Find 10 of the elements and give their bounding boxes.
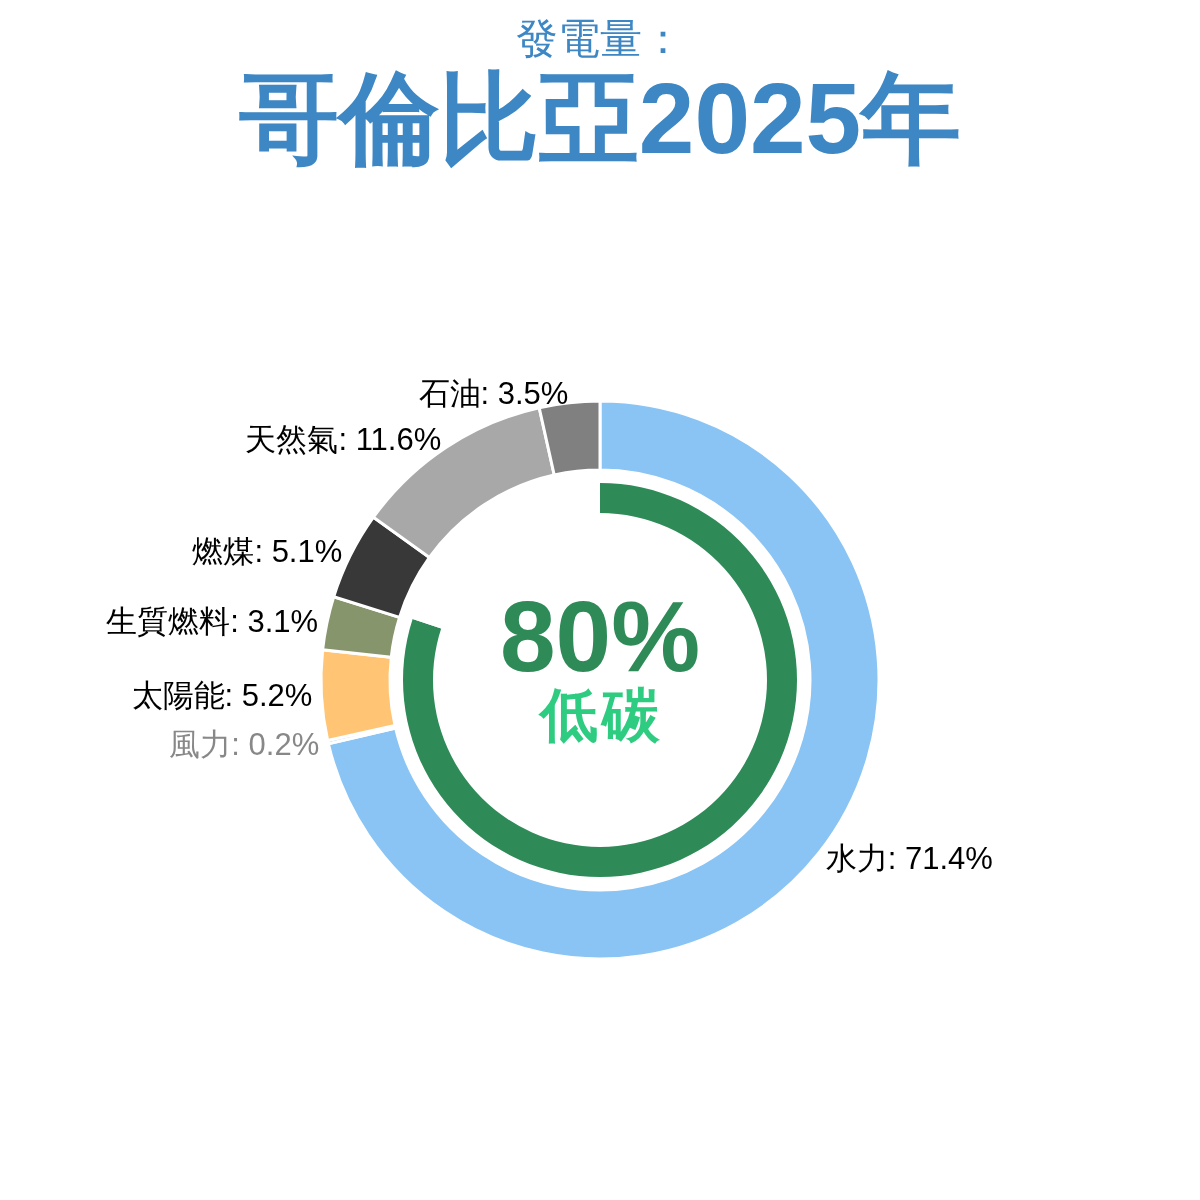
slice-label: 生質燃料: 3.1% <box>106 603 319 639</box>
chart-title: 哥倫比亞2025年 <box>238 62 962 174</box>
slice-label: 風力: 0.2% <box>169 726 320 762</box>
slice-label: 水力: 71.4% <box>825 841 993 877</box>
slice-label: 燃煤: 5.1% <box>192 533 343 569</box>
chart-subtitle: 發電量： <box>516 15 684 62</box>
slice-label: 天然氣: 11.6% <box>245 422 442 458</box>
slice-label: 石油: 3.5% <box>418 376 569 412</box>
slice-label: 太陽能: 5.2% <box>131 678 313 714</box>
slice-label: 低碳 <box>540 682 664 747</box>
